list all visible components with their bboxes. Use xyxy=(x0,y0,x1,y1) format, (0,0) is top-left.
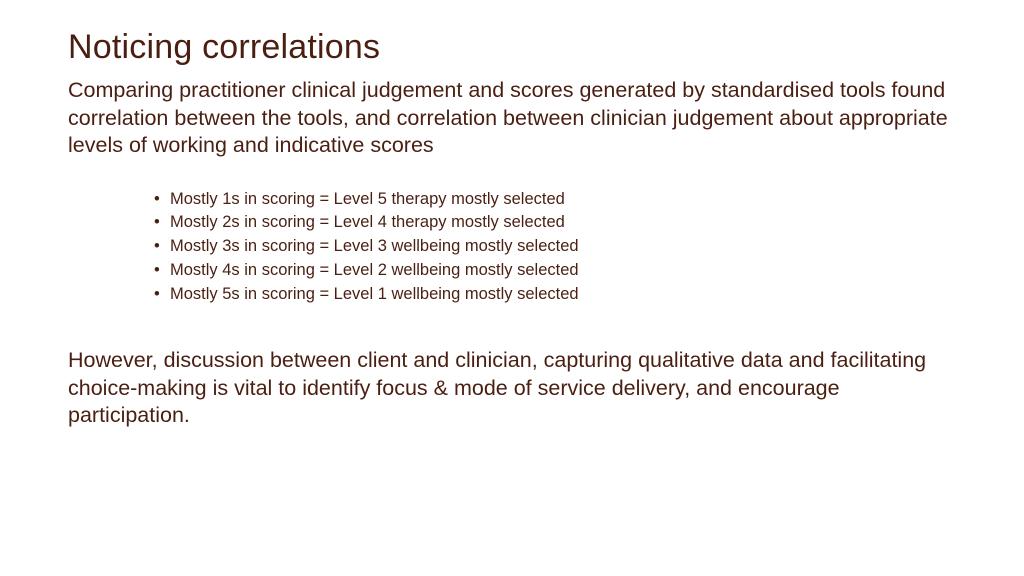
intro-paragraph: Comparing practitioner clinical judgemen… xyxy=(68,77,948,160)
list-item: Mostly 4s in scoring = Level 2 wellbeing… xyxy=(154,259,956,283)
list-item: Mostly 1s in scoring = Level 5 therapy m… xyxy=(154,188,956,212)
slide-title: Noticing correlations xyxy=(68,28,956,67)
outro-paragraph: However, discussion between client and c… xyxy=(68,347,938,430)
slide: Noticing correlations Comparing practiti… xyxy=(0,0,1024,576)
list-item: Mostly 2s in scoring = Level 4 therapy m… xyxy=(154,211,956,235)
list-item: Mostly 5s in scoring = Level 1 wellbeing… xyxy=(154,283,956,307)
list-item: Mostly 3s in scoring = Level 3 wellbeing… xyxy=(154,235,956,259)
bullet-list: Mostly 1s in scoring = Level 5 therapy m… xyxy=(68,188,956,308)
